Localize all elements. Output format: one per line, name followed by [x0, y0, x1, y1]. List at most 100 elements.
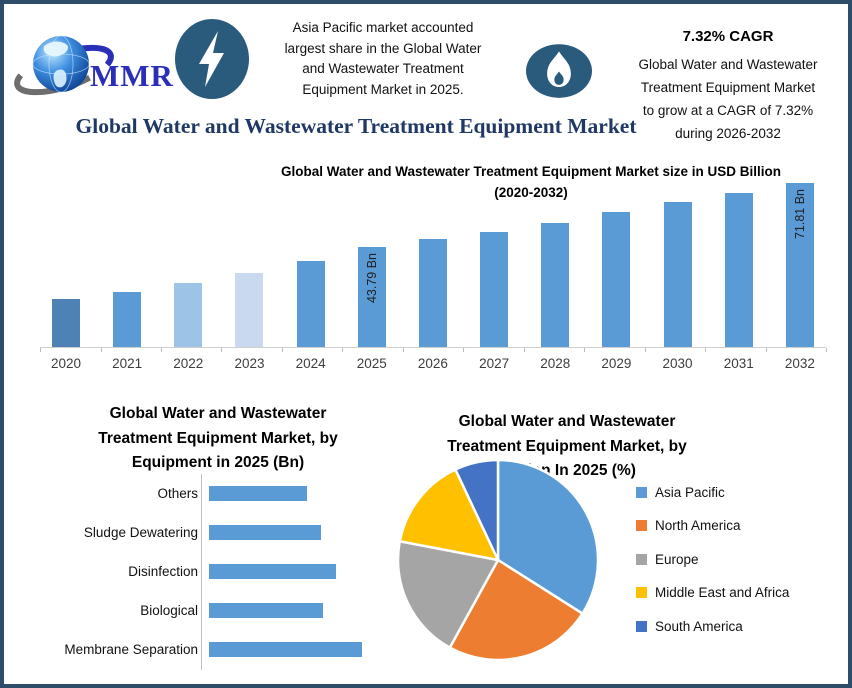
equipment-y-axis-line	[201, 474, 202, 670]
axis-tick-label: 2028	[540, 356, 571, 371]
equipment-row: Sludge Dewatering	[34, 513, 394, 552]
legend-swatch-icon	[636, 486, 647, 498]
axis-tick-label: 2024	[295, 356, 326, 371]
axis-tick-label: 2020	[50, 356, 82, 371]
bar-column: 2027	[479, 183, 509, 371]
equipment-category-label: Others	[157, 486, 198, 501]
axis-tick	[765, 348, 767, 352]
equipment-bar	[209, 564, 336, 579]
globe-icon	[14, 35, 114, 96]
legend-item: North America	[636, 517, 789, 535]
bar-column: 2031	[724, 183, 754, 371]
legend-label: Asia Pacific	[655, 484, 725, 500]
bar-column: 2020	[51, 183, 81, 371]
cagr-block: 7.32% CAGR Global Water and Wastewater T…	[604, 28, 848, 145]
axis-tick	[705, 348, 707, 352]
flame-icon	[526, 44, 592, 98]
bar-2020	[52, 299, 80, 347]
axis-tick	[402, 348, 404, 352]
axis-tick-label: 2031	[723, 356, 754, 371]
bar-2026	[418, 238, 447, 347]
legend-item: Europe	[636, 550, 789, 568]
axis-tick	[463, 348, 465, 352]
asia-pacific-highlight-text: Asia Pacific market accounted largest sh…	[284, 20, 482, 97]
bar-column: 2024	[296, 183, 326, 371]
cagr-body-text: Global Water and Wastewater Treatment Eq…	[638, 57, 818, 141]
axis-tick-label: 2030	[662, 356, 693, 371]
legend-label: North America	[655, 518, 741, 533]
axis-tick	[584, 348, 586, 352]
equipment-chart-title: Global Water and Wastewater Treatment Eq…	[98, 405, 338, 471]
axis-tick-label: 2029	[601, 356, 632, 371]
cagr-heading: 7.32% CAGR	[682, 28, 774, 45]
equipment-row: Disinfection	[34, 552, 394, 591]
bar-column: 2021	[112, 183, 142, 371]
pie-slice-europe	[396, 540, 500, 649]
page-title: Global Water and Wastewater Treatment Eq…	[75, 114, 637, 138]
bar-2031	[724, 192, 753, 347]
mmr-logo: MMR	[14, 14, 184, 106]
bar-2022	[174, 283, 203, 347]
bar-2021	[113, 292, 142, 347]
region-pie-legend: Asia Pacific North America Europe Middle Ea…	[636, 483, 789, 651]
pie-slice-middle-east-and-africa	[398, 468, 500, 562]
legend-swatch-icon	[636, 587, 647, 598]
legend-swatch-icon	[636, 520, 647, 531]
axis-tick-label: 2021	[112, 356, 143, 371]
axis-tick	[342, 348, 344, 352]
legend-label: South America	[655, 618, 743, 634]
market-size-chart-title: Global Water and Wastewater Treatment Eq…	[280, 164, 782, 200]
market-size-bar-chart: 2020 2021 2022 2023 2024 43.79 Bn 2025 2026 2027…	[40, 183, 827, 371]
legend-swatch-icon	[636, 620, 647, 632]
axis-tick-label: 2023	[234, 356, 265, 371]
bar-column: 43.79 Bn 2025	[357, 183, 387, 371]
equipment-category-label: Membrane Separation	[64, 642, 198, 657]
legend-swatch-icon	[636, 553, 647, 565]
axis-tick	[281, 348, 283, 352]
bar-value-label: 71.81 Bn	[792, 189, 807, 240]
bar-value-label: 43.79 Bn	[364, 253, 379, 304]
bar-column: 71.81 Bn 2032	[785, 183, 815, 371]
bar-2028	[541, 222, 570, 347]
bar-2029	[602, 212, 631, 347]
axis-tick-label: 2025	[356, 356, 387, 371]
equipment-bar	[209, 525, 321, 540]
bar-2023	[235, 272, 264, 347]
legend-item: Asia Pacific	[636, 483, 789, 501]
market-bars: 2020 2021 2022 2023 2024 43.79 Bn 2025 2026 2027…	[51, 183, 815, 371]
equipment-row: Membrane Separation	[34, 630, 394, 669]
x-axis-line	[40, 347, 826, 348]
bar-column: 2028	[540, 183, 570, 371]
equipment-category-label: Disinfection	[128, 564, 198, 579]
axis-tick-label: 2027	[479, 356, 510, 371]
region-pie-chart	[396, 458, 600, 662]
equipment-row: Others	[34, 474, 394, 513]
legend-item: South America	[636, 617, 789, 635]
equipment-category-label: Sludge Dewatering	[83, 525, 198, 540]
bar-column: 2030	[663, 183, 693, 371]
bar-2027	[480, 231, 509, 347]
axis-tick	[40, 348, 41, 352]
axis-tick-label: 2022	[173, 356, 204, 371]
axis-tick	[644, 348, 646, 352]
region-chart-title: Global Water and Wastewater Treatment Eq…	[447, 413, 687, 479]
legend-item: Middle East and Africa	[636, 584, 789, 602]
equipment-bar	[209, 603, 324, 618]
legend-label: Middle East and Africa	[655, 585, 790, 600]
legend-label: Europe	[655, 551, 699, 567]
axis-tick	[523, 348, 525, 352]
equipment-row: Biological	[34, 591, 394, 630]
bar-2025: 43.79 Bn	[357, 247, 386, 347]
bar-column: 2029	[601, 183, 631, 371]
equipment-bar	[209, 642, 362, 657]
lightning-icon	[175, 19, 249, 99]
bar-column: 2022	[173, 183, 203, 371]
equipment-category-label: Biological	[140, 603, 198, 618]
axis-tick	[160, 348, 162, 352]
bar-2030	[663, 202, 692, 347]
axis-tick	[100, 348, 102, 352]
axis-tick-label: 2026	[417, 356, 448, 371]
pie-slice-south-america	[454, 458, 500, 562]
bar-2032: 71.81 Bn	[785, 183, 814, 347]
